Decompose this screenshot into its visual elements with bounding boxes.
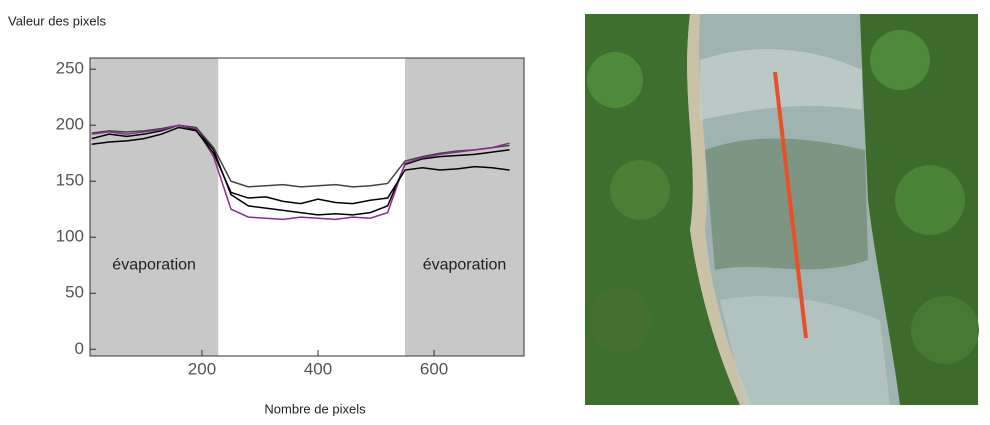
y-tick-label: 250 bbox=[56, 59, 84, 78]
x-tick-label: 400 bbox=[304, 359, 332, 378]
x-axis-label: Nombre de pixels bbox=[264, 401, 366, 416]
x-tick-label: 600 bbox=[420, 359, 448, 378]
shaded-region bbox=[90, 58, 219, 356]
annotation: évaporation bbox=[423, 256, 507, 273]
plot-frame bbox=[89, 57, 525, 357]
aerial-photo bbox=[585, 14, 979, 405]
y-tick-label: 150 bbox=[56, 171, 84, 190]
y-tick-label: 0 bbox=[75, 339, 84, 358]
y-tick-label: 200 bbox=[56, 115, 84, 134]
y-axis-label: Valeur des pixels bbox=[8, 13, 107, 28]
shaded-region bbox=[405, 58, 524, 356]
series-line bbox=[91, 126, 510, 205]
series-line bbox=[91, 124, 510, 216]
x-tick-label: 200 bbox=[188, 359, 216, 378]
annotation: évaporation bbox=[112, 256, 196, 273]
y-tick-label: 50 bbox=[65, 283, 84, 302]
series-line bbox=[91, 124, 510, 221]
series-line bbox=[91, 124, 510, 188]
y-tick-label: 100 bbox=[56, 227, 84, 246]
